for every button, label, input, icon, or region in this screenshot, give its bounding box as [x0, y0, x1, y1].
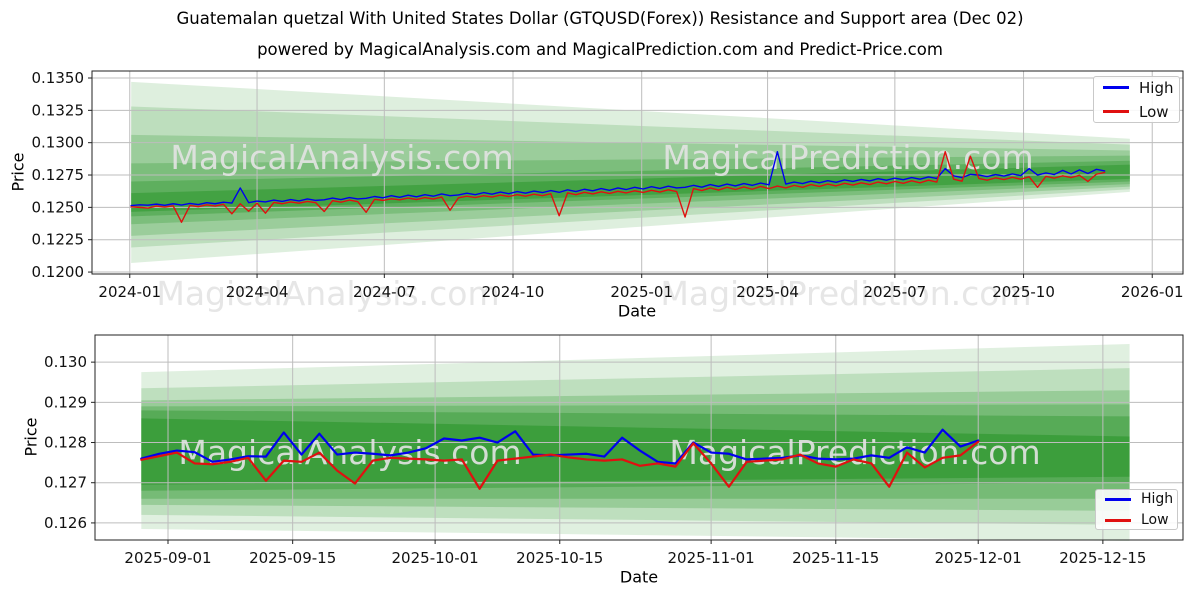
y-tick-label: 0.127 — [44, 474, 87, 492]
watermark-text: MagicalAnalysis.com — [156, 274, 499, 313]
y-tick-label: 0.1325 — [32, 101, 85, 119]
low-line-swatch — [1103, 110, 1129, 113]
chart-subtitle: powered by MagicalAnalysis.com and Magic… — [257, 40, 943, 59]
y-tick-label: 0.1250 — [32, 198, 85, 216]
legend-bottom-chart: High Low — [1095, 489, 1178, 530]
x-tick-label: 2025-11-15 — [792, 549, 879, 567]
legend-entry-low: Low — [1103, 103, 1170, 121]
high-line-swatch — [1105, 497, 1131, 501]
x-tick-label: 2024-10 — [482, 283, 545, 301]
y-axis-label-top: Price — [8, 152, 28, 192]
legend-entry-low: Low — [1105, 512, 1169, 528]
x-tick-label: 2025-07 — [864, 283, 927, 301]
y-tick-label: 0.1300 — [32, 134, 85, 152]
plot-border — [94, 334, 1184, 541]
legend-label-low: Low — [1139, 102, 1169, 121]
y-tick-label: 0.130 — [44, 353, 87, 371]
x-tick-label: 2025-01 — [610, 283, 673, 301]
legend-entry-high: High — [1103, 78, 1174, 97]
legend-top-chart: High Low — [1093, 76, 1180, 123]
high-line-swatch — [1103, 86, 1129, 89]
x-tick-label: 2025-11-01 — [668, 549, 755, 567]
x-tick-label: 2024-01 — [98, 283, 161, 301]
y-tick-label: 0.1275 — [32, 166, 85, 184]
x-tick-label: 2025-09-15 — [249, 549, 336, 567]
y-axis-label-bottom: Price — [21, 417, 41, 457]
support-resistance-band — [141, 410, 1130, 491]
y-tick-label: 0.126 — [44, 514, 87, 532]
x-tick-label: 2025-04 — [736, 283, 799, 301]
support-resistance-band — [131, 106, 1130, 248]
low-line — [140, 440, 980, 490]
watermark-text: MagicalPrediction.com — [662, 138, 1033, 177]
x-tick-label: 2025-09-01 — [124, 549, 211, 567]
y-tick-label: 0.129 — [44, 393, 87, 411]
y-tick-label: 0.1225 — [32, 231, 85, 249]
x-tick-label: 2025-10-01 — [392, 549, 479, 567]
x-tick-label: 2024-07 — [353, 283, 416, 301]
watermark-text: MagicalAnalysis.com — [170, 138, 513, 177]
y-tick-label: 0.128 — [44, 434, 87, 452]
plot-border — [91, 70, 1184, 275]
watermark-text: MagicalPrediction.com — [669, 433, 1040, 472]
x-axis-label-top: Date — [617, 301, 657, 321]
chart-title: Guatemalan quetzal With United States Do… — [176, 9, 1024, 28]
support-resistance-band — [131, 134, 1130, 236]
y-tick-label: 0.1200 — [32, 263, 85, 281]
x-axis-label-bottom: Date — [619, 567, 659, 587]
legend-label-low: Low — [1141, 512, 1169, 528]
low-line — [130, 151, 1106, 223]
x-tick-label: 2025-12-15 — [1059, 549, 1146, 567]
x-tick-label: 2024-04 — [226, 283, 289, 301]
x-tick-label: 2025-10-15 — [516, 549, 603, 567]
x-tick-label: 2025-10 — [992, 283, 1055, 301]
y-tick-label: 0.1350 — [32, 69, 85, 87]
support-resistance-band — [141, 404, 1130, 499]
legend-label-high: High — [1141, 491, 1174, 507]
x-tick-label: 2025-12-01 — [935, 549, 1022, 567]
support-resistance-band — [131, 81, 1130, 264]
legend-label-high: High — [1139, 78, 1174, 97]
x-tick-label: 2026-01 — [1121, 283, 1184, 301]
high-line — [130, 151, 1106, 207]
low-line-swatch — [1105, 518, 1131, 522]
support-resistance-band — [141, 390, 1130, 511]
support-resistance-band — [141, 418, 1130, 485]
watermark-text: MagicalPrediction.com — [660, 274, 1031, 313]
legend-entry-high: High — [1105, 491, 1173, 507]
